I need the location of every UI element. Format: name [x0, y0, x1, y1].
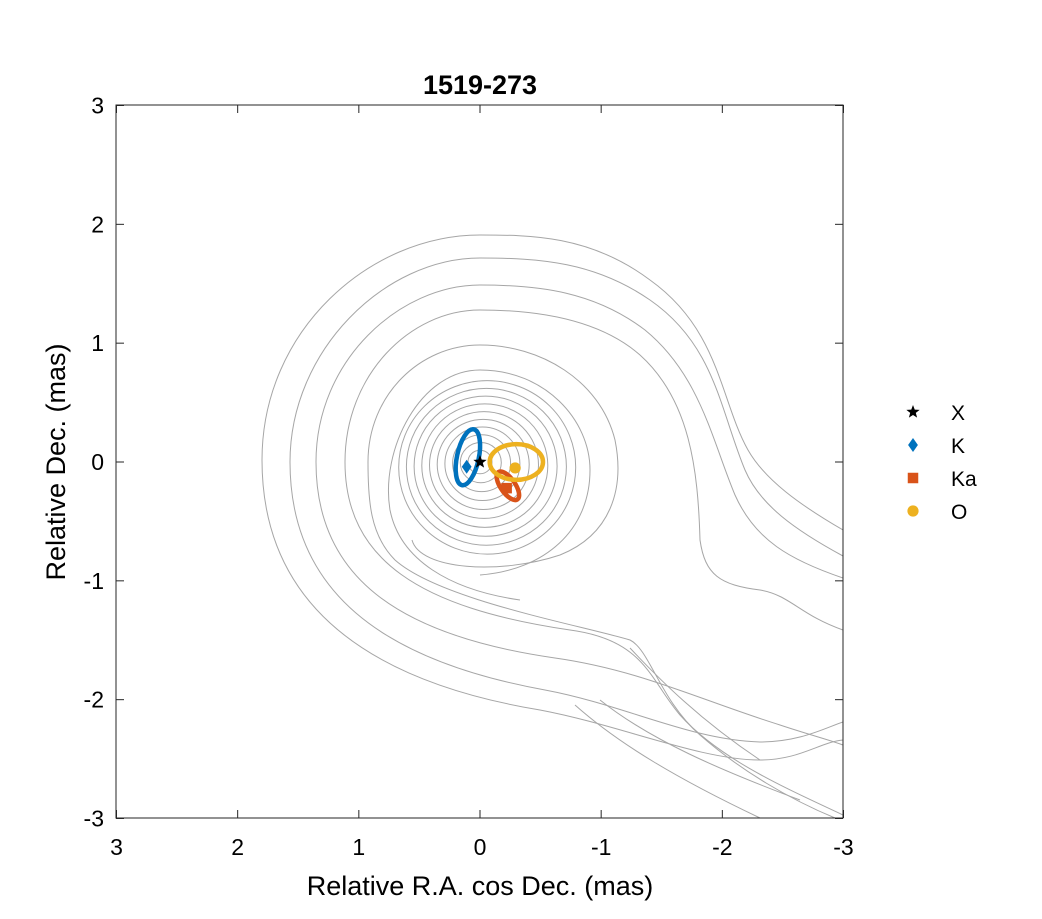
- legend-marker-o: [907, 505, 919, 517]
- legend-marker-x: [906, 405, 920, 418]
- y-tick-label: 2: [91, 211, 104, 237]
- contour-line: [599, 699, 801, 801]
- contour-line: [629, 647, 761, 761]
- legend-label-o: O: [951, 501, 967, 524]
- contour-ring: [421, 403, 549, 528]
- x-tick-label: 3: [110, 834, 123, 860]
- y-axis-label: Relative Dec. (mas): [41, 343, 71, 580]
- y-tick-label: -1: [84, 568, 104, 594]
- contour-ring: [444, 426, 521, 502]
- legend-marker-ka: [907, 472, 919, 484]
- y-tick-label: 1: [91, 330, 104, 356]
- contour-line: [344, 309, 843, 816]
- contour-line: [289, 257, 843, 743]
- x-tick-label: 1: [352, 834, 365, 860]
- contour-ring: [398, 380, 577, 555]
- error-ellipse-o: [487, 441, 546, 483]
- contour-line: [315, 284, 843, 746]
- marker-x: [473, 455, 487, 468]
- contour-ring: [452, 434, 512, 493]
- legend-label-ka: Ka: [951, 468, 977, 491]
- contour-line: [388, 369, 591, 601]
- chart-title: 1519-273: [423, 70, 537, 100]
- y-tick-label: 0: [91, 449, 104, 475]
- legend-label-x: X: [951, 402, 965, 425]
- x-tick-label: -2: [712, 834, 732, 860]
- contour-ring: [413, 395, 558, 537]
- x-tick-label: 0: [474, 834, 487, 860]
- marker-layer: [461, 455, 521, 494]
- contour-ring: [405, 387, 567, 546]
- contour-line: [261, 234, 843, 761]
- x-tick-label: 2: [231, 834, 244, 860]
- y-tick-label: -2: [84, 687, 104, 713]
- legend-marker-k: [908, 438, 918, 452]
- marker-ka: [501, 482, 512, 494]
- x-axis-label: Relative R.A. cos Dec. (mas): [307, 871, 654, 901]
- contour-line: [574, 704, 761, 818]
- y-tick-label: -3: [84, 806, 104, 832]
- contour-ring: [429, 411, 539, 519]
- y-tick-label: 3: [91, 93, 104, 119]
- legend-label-k: K: [951, 435, 965, 458]
- marker-o: [509, 462, 521, 474]
- contour-line: [367, 344, 837, 818]
- x-tick-label: -1: [591, 834, 611, 860]
- legend: XK Ka O: [906, 402, 977, 524]
- x-tick-label: -3: [833, 834, 853, 860]
- contour-ring: [436, 418, 530, 510]
- marker-k: [461, 459, 472, 474]
